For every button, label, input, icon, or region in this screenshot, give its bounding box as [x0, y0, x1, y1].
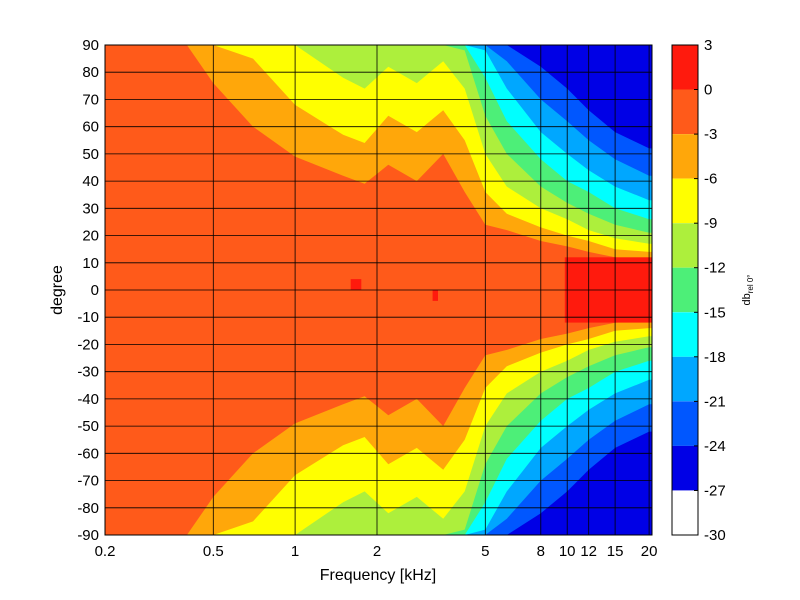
y-tick-label: -60	[77, 445, 99, 462]
y-tick-label: -30	[77, 364, 99, 381]
colorbar-band	[672, 89, 698, 134]
colorbar-tick-label: 3	[704, 37, 712, 54]
y-tick-label: -40	[77, 391, 99, 408]
colorbar-tick-label: -21	[704, 393, 726, 410]
colorbar-band	[672, 134, 698, 179]
x-tick-label: 0.2	[95, 543, 116, 560]
colorbar-tick-label: -15	[704, 304, 726, 321]
above-0db-region	[432, 290, 438, 301]
colorbar-band	[672, 490, 698, 535]
colorbar-band	[672, 223, 698, 268]
x-tick-label: 20	[641, 543, 658, 560]
x-tick-label: 12	[580, 543, 597, 560]
x-tick-label: 2	[373, 543, 381, 560]
x-tick-label: 8	[537, 543, 545, 560]
colorbar-frame	[671, 44, 699, 536]
colorbar-tick-label: -24	[704, 438, 726, 455]
y-tick-label: -10	[77, 309, 99, 326]
x-tick-label: 15	[607, 543, 624, 560]
colorbar-label-main: db	[741, 293, 753, 305]
above-0db-region	[350, 279, 362, 290]
colorbar-tick-label: -27	[704, 483, 726, 500]
contour-band-lower	[105, 431, 652, 535]
colorbar-tick-label: -6	[704, 171, 717, 188]
contour-band-upper	[105, 45, 652, 201]
colorbar-band	[672, 45, 698, 90]
colorbar: 3 0 -3 -6 -9 -12 -15 -18 -21 -24 -27 -30	[671, 37, 726, 544]
colorbar-band	[672, 401, 698, 446]
colorbar-tick-label: -30	[704, 527, 726, 544]
colorbar-tick-label: -18	[704, 349, 726, 366]
grid	[104, 44, 652, 536]
colorbar-tick-label: -3	[704, 126, 717, 143]
colorbar-band	[672, 445, 698, 491]
y-tick-label: 20	[82, 228, 99, 245]
plot-frame	[104, 44, 653, 536]
y-axis: 90 80 70 60 50 40 30 20 10 0 -10 -20 -30 -40 -50 -60 -70…	[77, 37, 99, 544]
x-tick-label: 0.5	[203, 543, 224, 560]
colorbar-tick-label: -9	[704, 215, 717, 232]
y-tick-label: 60	[82, 119, 99, 136]
x-axis: 0.2 0.5 1 2 5 8 10 12 15 20	[95, 543, 658, 560]
contour-bands	[105, 45, 652, 535]
y-tick-label: 30	[82, 200, 99, 217]
colorbar-label: dbrel 0°	[741, 274, 755, 305]
colorbar-tick-label: -12	[704, 260, 726, 277]
contour-band-lower	[105, 379, 652, 535]
y-tick-label: 10	[82, 255, 99, 272]
x-axis-label: Frequency [kHz]	[320, 567, 436, 584]
colorbar-band	[672, 312, 698, 357]
y-tick-label: 50	[82, 146, 99, 163]
contour-band-upper	[105, 45, 652, 149]
x-tick-label: 5	[481, 543, 489, 560]
y-axis-label: degree	[49, 265, 66, 315]
y-tick-label: -20	[77, 336, 99, 353]
colorbar-band	[672, 356, 698, 402]
plot-area	[104, 44, 653, 536]
y-tick-label: 80	[82, 64, 99, 81]
x-tick-label: 10	[559, 543, 576, 560]
y-tick-label: -50	[77, 418, 99, 435]
colorbar-label-sub: rel 0°	[746, 274, 755, 293]
y-tick-label: 90	[82, 37, 99, 54]
y-tick-label: 0	[91, 282, 99, 299]
y-tick-label: -80	[77, 500, 99, 517]
y-tick-label: -90	[77, 527, 99, 544]
colorbar-tick-label: 0	[704, 82, 712, 99]
x-tick-label: 1	[291, 543, 299, 560]
y-tick-label: -70	[77, 473, 99, 490]
colorbar-band	[672, 267, 698, 313]
colorbar-band	[672, 178, 698, 224]
y-tick-label: 70	[82, 91, 99, 108]
y-tick-label: 40	[82, 173, 99, 190]
